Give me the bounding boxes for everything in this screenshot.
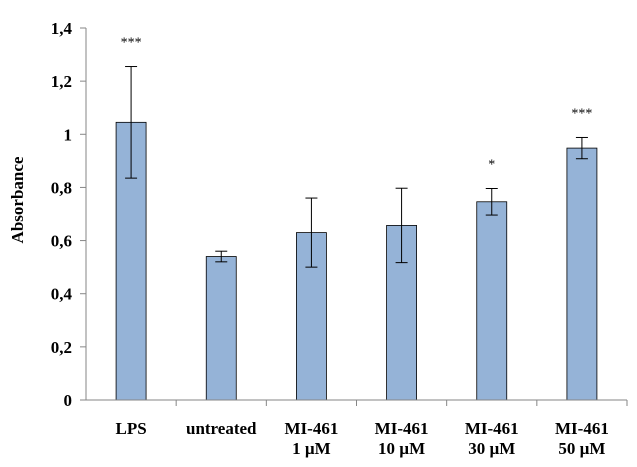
significance-label: *	[488, 157, 495, 172]
y-tick-label: 1,4	[51, 19, 73, 38]
error-bar	[395, 187, 408, 264]
error-bar	[215, 250, 228, 263]
category-label: MI-461 10 µM	[375, 419, 429, 458]
error-bar	[125, 66, 138, 179]
significance-group: *******	[121, 36, 593, 173]
y-tick-label: 1	[64, 125, 73, 144]
y-tick-label: 0,2	[51, 338, 72, 357]
y-tick-label: 0	[64, 391, 73, 410]
error-bar	[575, 136, 588, 160]
y-axis-ticks: 0 0,2 0,4 0,6 0,8 1 1,2 1,4	[51, 19, 86, 410]
category-label: MI-461 30 µM	[465, 419, 519, 458]
category-label: MI-461 1 µM	[285, 419, 339, 458]
y-tick-label: 0,8	[51, 178, 72, 197]
y-tick-label: 1,2	[51, 72, 72, 91]
y-tick-label: 0,4	[51, 285, 73, 304]
y-axis-title: Absorbance	[8, 156, 27, 243]
bar	[476, 201, 508, 401]
category-label: untreated	[186, 419, 257, 438]
significance-label: ***	[571, 106, 592, 121]
error-bar	[305, 197, 318, 268]
category-label: MI-461 50 µM	[555, 419, 609, 458]
bar	[566, 147, 598, 401]
category-label: LPS	[115, 419, 146, 438]
error-bar	[485, 187, 498, 216]
bars-group	[115, 121, 598, 401]
error-bars-group	[125, 66, 588, 268]
x-axis-labels: LPS untreated MI-461 1 µM MI-461 10 µM MI-461 3…	[115, 400, 628, 458]
significance-label: ***	[121, 36, 142, 51]
y-tick-label: 0,6	[51, 232, 72, 251]
bar	[205, 256, 237, 401]
